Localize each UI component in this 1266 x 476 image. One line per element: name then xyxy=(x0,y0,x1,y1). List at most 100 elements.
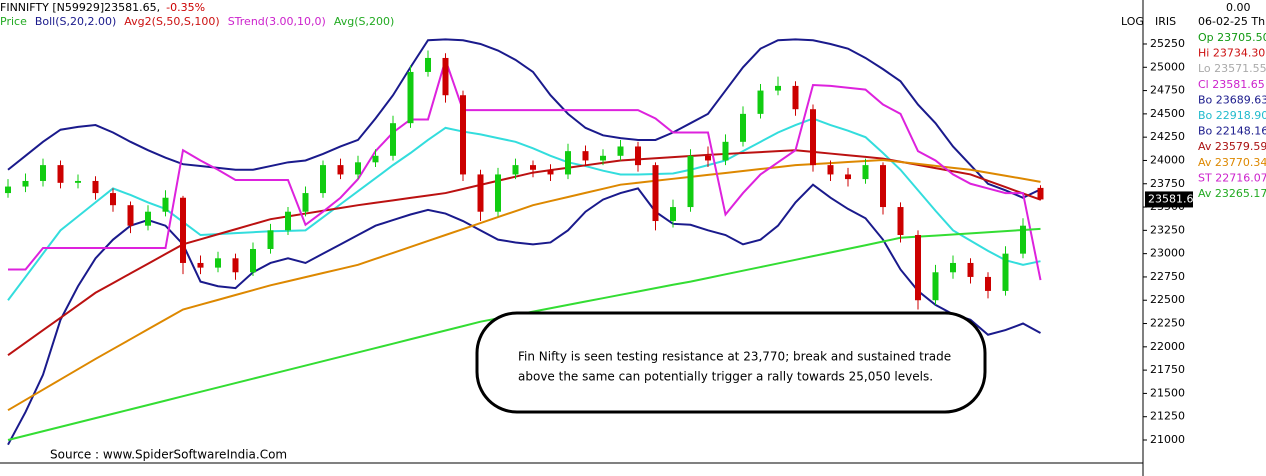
candle-body xyxy=(442,57,449,96)
candle-body xyxy=(652,165,659,222)
info-entry: Bo 23689.63 xyxy=(1198,93,1266,106)
candle-body xyxy=(5,186,11,194)
candle-body xyxy=(670,207,676,222)
log-button[interactable]: LOG xyxy=(1121,15,1144,28)
candle-body xyxy=(390,123,396,156)
y-tick-label: 21250 xyxy=(1150,410,1185,423)
y-tick-label: 21750 xyxy=(1150,363,1185,376)
candle-body xyxy=(75,180,81,183)
candle-body xyxy=(792,85,799,110)
candle-body xyxy=(617,146,624,156)
candle-body xyxy=(145,211,151,226)
candle-body xyxy=(635,146,641,166)
info-entry: Bo 22918.90 xyxy=(1198,109,1266,122)
candle-body xyxy=(1020,225,1026,254)
candle-body xyxy=(110,193,116,206)
y-tick-label: 21000 xyxy=(1150,433,1185,446)
info-entry: Hi 23734.30 xyxy=(1198,47,1265,60)
info-entry: Av 23579.59 xyxy=(1198,140,1266,153)
candle-body xyxy=(687,155,694,208)
info-entry: Op 23705.50 xyxy=(1198,31,1266,44)
y-tick-label: 22500 xyxy=(1150,293,1185,306)
info-top-value: 0.00 xyxy=(1226,1,1251,14)
indicator-line xyxy=(8,56,1042,281)
candle-body xyxy=(897,207,904,236)
candle-body xyxy=(757,90,764,114)
candle-body xyxy=(162,197,169,212)
y-tick-label: 23750 xyxy=(1150,177,1185,190)
candle-body xyxy=(460,95,466,175)
candle-body xyxy=(57,165,64,183)
candle-body xyxy=(180,197,186,263)
y-tick-label: 25000 xyxy=(1150,60,1185,73)
candle-body xyxy=(862,165,869,180)
candle-body xyxy=(337,165,344,175)
candle-body xyxy=(495,174,501,212)
candle-body xyxy=(827,165,834,175)
y-tick-label: 23000 xyxy=(1150,247,1185,260)
plot-area xyxy=(5,38,1044,446)
candle-body xyxy=(320,165,326,194)
last-price-label: 23581.6 xyxy=(1148,192,1194,205)
candle-body xyxy=(775,85,781,91)
candle-body xyxy=(880,165,886,208)
candle-body xyxy=(1037,187,1044,200)
log-button-bg[interactable] xyxy=(1112,14,1142,30)
y-tick-label: 24750 xyxy=(1150,84,1185,97)
candle-body xyxy=(512,165,519,175)
candle-body xyxy=(810,109,816,166)
candle-body xyxy=(845,174,851,180)
indicator-label: STrend(3.00,10,0) xyxy=(228,15,326,28)
candle-body xyxy=(985,276,991,291)
last-price-tag xyxy=(1145,191,1193,208)
candle-body xyxy=(285,211,291,231)
annotation-box xyxy=(475,311,987,414)
candle-body xyxy=(530,165,536,170)
candle-body xyxy=(932,272,939,301)
info-entry: Bo 22148.16 xyxy=(1198,125,1266,138)
candle-body xyxy=(705,155,711,161)
y-tick-label: 22000 xyxy=(1150,340,1185,353)
annotation-text: Fin Nifty is seen testing resistance at … xyxy=(518,350,951,364)
candle-body xyxy=(215,258,221,268)
candle-body xyxy=(250,248,256,273)
indicator-label: Price xyxy=(0,15,27,28)
y-tick-label: 24500 xyxy=(1150,107,1185,120)
info-entry: Cl 23581.65 xyxy=(1198,78,1265,91)
y-tick-label: 24250 xyxy=(1150,130,1185,143)
candle-body xyxy=(425,57,431,72)
y-tick-label: 25250 xyxy=(1150,37,1185,50)
symbol-label: FINNIFTY [N59929]23581.65, xyxy=(0,1,160,14)
indicator-label: Boll(S,20,2.00) xyxy=(35,15,116,28)
candle-body xyxy=(915,235,921,301)
candle-body xyxy=(267,230,274,249)
info-entry: Lo 23571.55 xyxy=(1198,62,1266,75)
candle-body xyxy=(950,262,956,273)
candle-body xyxy=(477,174,484,212)
candle-body xyxy=(232,258,239,273)
candle-body xyxy=(967,262,974,277)
annotation-text: above the same can potentially trigger a… xyxy=(518,370,933,384)
candle-body xyxy=(722,141,729,161)
indicator-label: Avg(S,200) xyxy=(334,15,394,28)
candle-body xyxy=(372,155,379,163)
candle-body xyxy=(740,113,746,142)
candle-body xyxy=(582,151,589,161)
candle-body xyxy=(302,193,309,212)
iris-button[interactable]: IRIS xyxy=(1155,15,1176,28)
candle-body xyxy=(127,205,134,226)
candle-body xyxy=(22,180,29,187)
y-tick-label: 22750 xyxy=(1150,270,1185,283)
candle-body xyxy=(355,162,361,175)
y-tick-label: 24000 xyxy=(1150,153,1185,166)
info-entry: Av 23770.34 xyxy=(1198,156,1266,169)
change-label: -0.35% xyxy=(166,1,205,14)
info-entry: Av 23265.17 xyxy=(1198,187,1266,200)
y-tick-label: 21500 xyxy=(1150,386,1185,399)
candle-body xyxy=(40,165,46,181)
indicator-label: Avg2(S,50,S,100) xyxy=(124,15,219,28)
candle-body xyxy=(600,155,606,161)
y-tick-label: 23250 xyxy=(1150,223,1185,236)
source-text: Source : www.SpiderSoftwareIndia.Com xyxy=(50,448,287,462)
